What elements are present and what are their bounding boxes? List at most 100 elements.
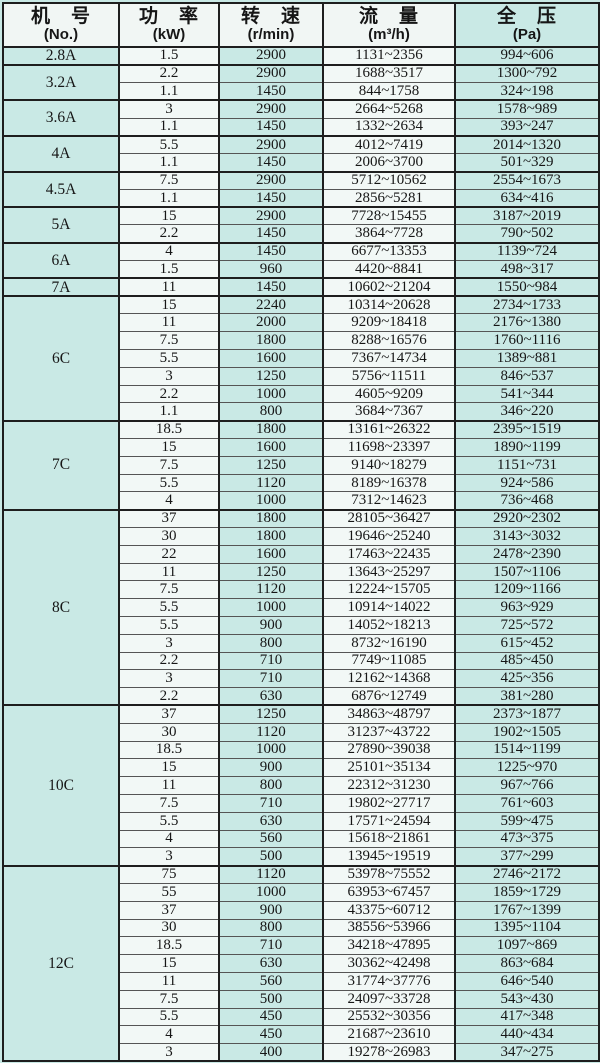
table-row: 37 900 43375~60712 1767~1399 xyxy=(3,900,600,920)
flow-cell: 1688~3517 xyxy=(322,63,456,84)
table-row: 2.2 1450 3864~7728 790~502 xyxy=(3,224,600,244)
pressure-cell: 615~452 xyxy=(454,633,600,653)
power-cell: 1.5 xyxy=(118,260,220,279)
speed-cell: 800 xyxy=(218,776,324,795)
power-cell: 7.5 xyxy=(118,580,220,600)
pressure-cell: 1507~1106 xyxy=(454,562,600,582)
speed-cell: 2900 xyxy=(218,206,324,226)
speed-cell: 1000 xyxy=(218,384,324,404)
power-cell: 7.5 xyxy=(118,331,220,351)
flow-cell: 19646~25240 xyxy=(322,527,456,546)
speed-cell: 2900 xyxy=(218,46,324,66)
power-cell: 3 xyxy=(118,633,220,653)
power-cell: 1.5 xyxy=(118,46,220,66)
header-model-unit: (No.) xyxy=(43,26,79,43)
pressure-cell: 1578~989 xyxy=(454,99,600,119)
pressure-cell: 2373~1877 xyxy=(454,704,600,724)
table-row: 7.5 710 19802~27717 761~603 xyxy=(3,793,600,813)
speed-cell: 710 xyxy=(218,793,324,813)
speed-cell: 1800 xyxy=(218,508,324,529)
flow-cell: 15618~21861 xyxy=(322,829,456,849)
speed-cell: 630 xyxy=(218,811,324,831)
speed-cell: 560 xyxy=(218,829,324,849)
pressure-cell: 2746~2172 xyxy=(454,864,600,884)
flow-cell: 3864~7728 xyxy=(322,224,456,244)
speed-cell: 1250 xyxy=(218,704,324,724)
pressure-cell: 425~356 xyxy=(454,669,600,689)
power-cell: 5.5 xyxy=(118,349,220,368)
table-row: 11 1250 13643~25297 1507~1106 xyxy=(3,562,600,582)
pressure-cell: 381~280 xyxy=(454,687,600,706)
flow-cell: 9140~18279 xyxy=(322,455,456,475)
table-row: 7A 11 1450 10602~21204 1550~984 xyxy=(2,277,600,297)
flow-cell: 9209~18418 xyxy=(322,313,456,333)
pressure-cell: 967~766 xyxy=(454,776,600,795)
power-cell: 30 xyxy=(118,722,220,742)
pressure-cell: 2176~1380 xyxy=(454,313,600,333)
speed-cell: 900 xyxy=(218,758,324,778)
pressure-cell: 347~275 xyxy=(454,1043,600,1062)
speed-cell: 2000 xyxy=(218,313,324,333)
flow-cell: 2006~3700 xyxy=(322,153,456,173)
power-cell: 4 xyxy=(118,241,220,262)
table-row: 3.2A 2.2 2900 1688~3517 1300~792 xyxy=(2,63,600,101)
speed-cell: 1450 xyxy=(218,153,324,173)
pressure-cell: 1209~1166 xyxy=(454,580,600,600)
flow-cell: 22312~31230 xyxy=(322,776,456,795)
flow-cell: 7312~14623 xyxy=(322,491,456,511)
speed-cell: 500 xyxy=(218,847,324,867)
flow-cell: 30362~42498 xyxy=(322,954,456,973)
flow-cell: 8288~16576 xyxy=(322,331,456,351)
pressure-cell: 790~502 xyxy=(454,224,600,244)
table-row: 10C 37 1250 34863~48797 2373~1877 xyxy=(2,704,600,867)
table-row: 15 900 25101~35134 1225~970 xyxy=(3,758,600,778)
power-cell: 1.1 xyxy=(118,188,220,208)
pressure-cell: 377~299 xyxy=(454,847,600,867)
speed-cell: 1450 xyxy=(218,241,324,262)
speed-cell: 500 xyxy=(218,989,324,1009)
power-cell: 2.2 xyxy=(118,687,220,706)
pressure-cell: 1902~1505 xyxy=(454,722,600,742)
model-cell: 3.6A xyxy=(2,99,120,137)
pressure-cell: 1395~1104 xyxy=(454,918,600,938)
pressure-cell: 2395~1519 xyxy=(454,419,600,440)
spec-table-body: 2.8A 1.5 2900 1131~2356 994~606 3.2A 2.2 2900 16… xyxy=(2,46,600,1062)
speed-cell: 1000 xyxy=(218,598,324,617)
flow-cell: 10314~20628 xyxy=(322,295,456,315)
pressure-cell: 2920~2302 xyxy=(454,508,600,529)
pressure-cell: 1514~1199 xyxy=(454,740,600,760)
speed-cell: 1250 xyxy=(218,455,324,475)
power-cell: 15 xyxy=(118,438,220,457)
table-row: 18.5 1000 27890~39038 1514~1199 xyxy=(3,740,600,760)
speed-cell: 1450 xyxy=(218,224,324,244)
power-cell: 1.1 xyxy=(118,117,220,137)
pressure-cell: 1300~792 xyxy=(454,63,600,84)
speed-cell: 2240 xyxy=(218,295,324,315)
flow-cell: 7749~11085 xyxy=(322,651,456,671)
pressure-cell: 2734~1733 xyxy=(454,295,600,315)
pressure-cell: 2014~1320 xyxy=(454,134,600,155)
pressure-cell: 1760~1116 xyxy=(454,331,600,351)
power-cell: 18.5 xyxy=(118,419,220,440)
power-cell: 3 xyxy=(118,669,220,689)
header-pressure: 全 压 (Pa) xyxy=(454,2,600,48)
model-cell: 6A xyxy=(2,241,120,279)
power-cell: 5.5 xyxy=(118,811,220,831)
table-row: 6A 4 1450 6677~13353 1139~724 xyxy=(2,241,600,279)
header-flow-title: 流 量 xyxy=(358,6,419,27)
model-cell: 4A xyxy=(2,134,120,173)
flow-cell: 34218~47895 xyxy=(322,936,456,956)
flow-cell: 7728~15455 xyxy=(322,206,456,226)
flow-cell: 38556~53966 xyxy=(322,918,456,938)
speed-cell: 1800 xyxy=(218,527,324,546)
flow-cell: 2664~5268 xyxy=(322,99,456,119)
flow-cell: 27890~39038 xyxy=(322,740,456,760)
speed-cell: 1600 xyxy=(218,438,324,457)
table-row: 4A 5.5 2900 4012~7419 2014~1320 xyxy=(2,134,600,173)
pressure-cell: 1890~1199 xyxy=(454,438,600,457)
power-cell: 7.5 xyxy=(118,170,220,190)
power-cell: 3 xyxy=(118,99,220,119)
table-row: 4 560 15618~21861 473~375 xyxy=(3,829,600,849)
pressure-cell: 473~375 xyxy=(454,829,600,849)
